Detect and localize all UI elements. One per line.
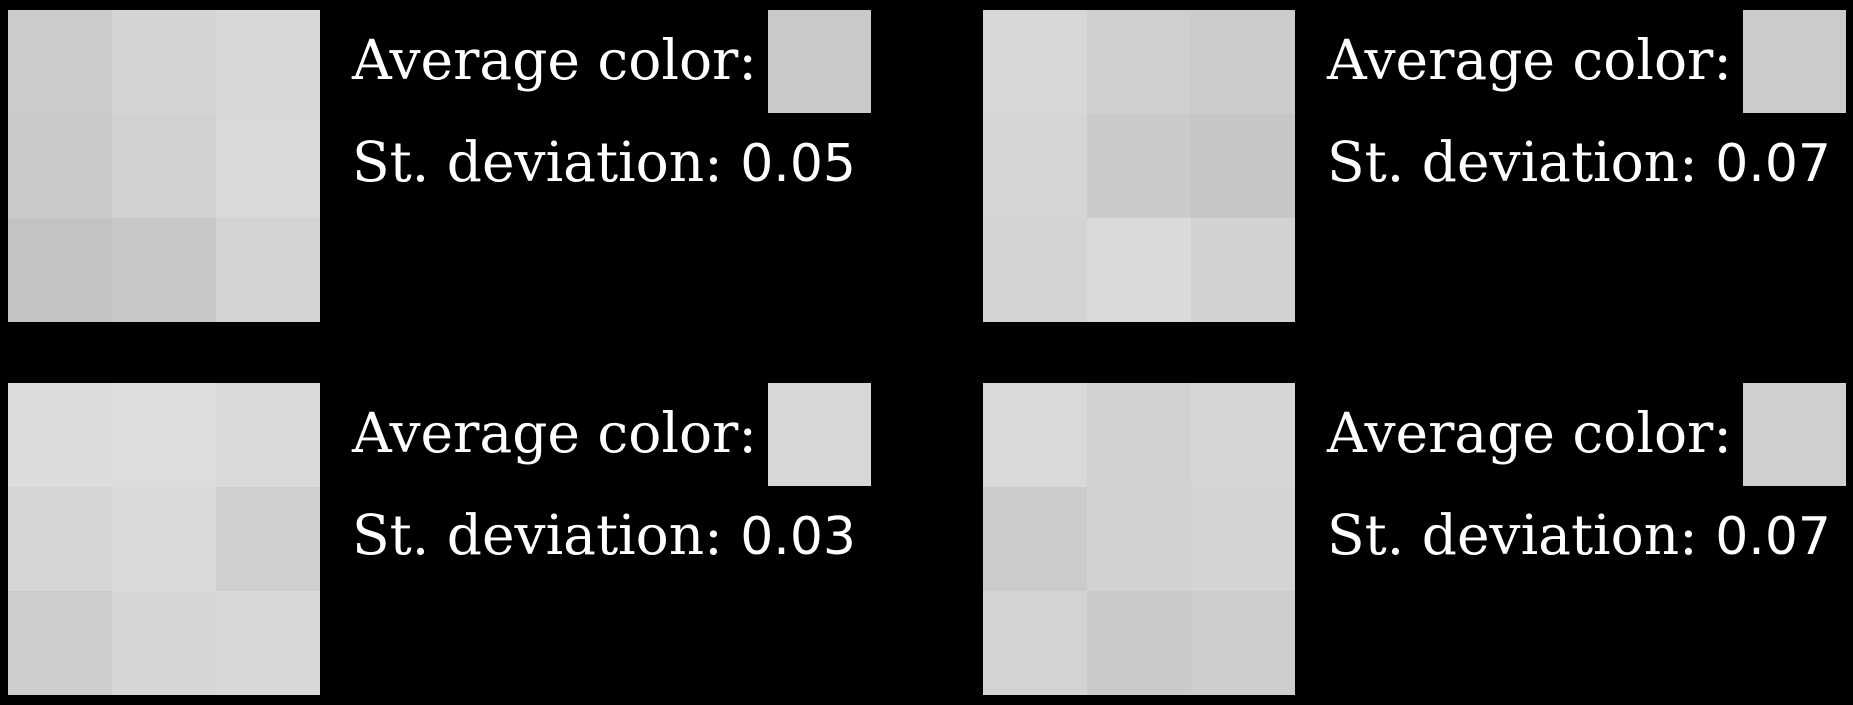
grid-cell	[1191, 383, 1295, 487]
grid-cell	[112, 383, 216, 487]
grid-cell	[216, 10, 320, 114]
grid-cell	[216, 383, 320, 487]
sample-panel-2: Average color: St. deviation: 0.07	[975, 0, 1853, 322]
grid-cell	[8, 591, 112, 695]
grid-cell	[1087, 591, 1191, 695]
grid-cell	[983, 487, 1087, 591]
grid-cell	[112, 218, 216, 322]
std-deviation-row: St. deviation: 0.03	[352, 503, 856, 569]
average-color-swatch	[768, 383, 871, 486]
grid-cell	[112, 10, 216, 114]
std-deviation-label: St. deviation:	[1327, 130, 1698, 194]
average-color-label: Average color:	[352, 401, 757, 465]
std-deviation-row: St. deviation: 0.07	[1327, 130, 1831, 196]
grid-cell	[216, 591, 320, 695]
average-color-label: Average color:	[1327, 28, 1732, 92]
sample-panel-3: Average color: St. deviation: 0.03	[0, 373, 920, 695]
grid-cell	[1191, 114, 1295, 218]
grid-cell	[8, 114, 112, 218]
std-deviation-value: 0.07	[1715, 134, 1831, 194]
std-deviation-value: 0.03	[740, 507, 856, 567]
grid-cell	[1087, 218, 1191, 322]
grid-cell	[8, 383, 112, 487]
grid-cell	[983, 10, 1087, 114]
color-grid	[8, 383, 320, 695]
grid-cell	[983, 218, 1087, 322]
color-grid	[983, 383, 1295, 695]
grid-cell	[1191, 487, 1295, 591]
grid-cell	[1191, 591, 1295, 695]
std-deviation-label: St. deviation:	[1327, 503, 1698, 567]
average-color-label: Average color:	[1327, 401, 1732, 465]
grid-cell	[1087, 383, 1191, 487]
sample-panel-1: Average color: St. deviation: 0.05	[0, 0, 920, 322]
color-grid	[983, 10, 1295, 322]
color-grid	[8, 10, 320, 322]
average-color-swatch	[1743, 383, 1846, 486]
average-color-swatch	[1743, 10, 1846, 113]
grid-cell	[216, 487, 320, 591]
grid-cell	[1191, 10, 1295, 114]
grid-cell	[983, 114, 1087, 218]
grid-cell	[112, 591, 216, 695]
std-deviation-label: St. deviation:	[352, 503, 723, 567]
grid-cell	[8, 10, 112, 114]
average-color-label: Average color:	[352, 28, 757, 92]
grid-cell	[216, 114, 320, 218]
grid-cell	[1191, 218, 1295, 322]
grid-cell	[112, 114, 216, 218]
grid-cell	[8, 487, 112, 591]
grid-cell	[1087, 114, 1191, 218]
grid-cell	[983, 591, 1087, 695]
average-color-swatch	[768, 10, 871, 113]
std-deviation-value: 0.07	[1715, 507, 1831, 567]
grid-cell	[983, 383, 1087, 487]
grid-cell	[8, 218, 112, 322]
grid-cell	[216, 218, 320, 322]
std-deviation-label: St. deviation:	[352, 130, 723, 194]
std-deviation-value: 0.05	[740, 134, 856, 194]
grid-cell	[1087, 487, 1191, 591]
grid-cell	[112, 487, 216, 591]
std-deviation-row: St. deviation: 0.07	[1327, 503, 1831, 569]
grid-cell	[1087, 10, 1191, 114]
sample-panel-4: Average color: St. deviation: 0.07	[975, 373, 1853, 695]
std-deviation-row: St. deviation: 0.05	[352, 130, 856, 196]
